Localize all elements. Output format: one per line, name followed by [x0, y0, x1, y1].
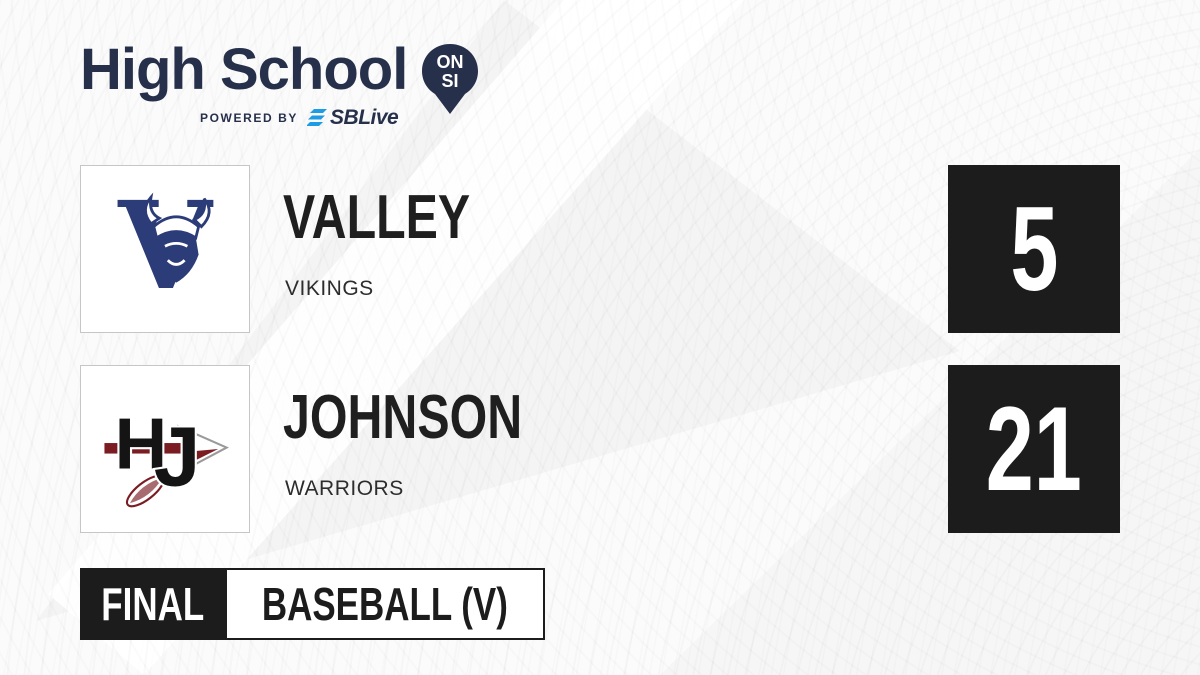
valley-vikings-logo-icon: V: [117, 179, 214, 317]
final-status-label: FINAL: [101, 578, 204, 630]
sblive-logo: SBLive: [307, 106, 399, 130]
powered-by-label: POWERED BY: [200, 111, 299, 125]
valley-score-box: 5: [948, 165, 1120, 333]
onsi-pin-icon: ON SI: [417, 40, 483, 123]
valley-logo-box: V: [80, 165, 250, 333]
team-mascot-warriors: WARRIORS: [285, 477, 404, 500]
pin-text-on: ON: [437, 52, 464, 72]
johnson-warriors-logo-icon: H J: [102, 402, 230, 508]
sblive-bolt-icon: [307, 108, 328, 126]
sblive-wordmark: SBLive: [330, 106, 399, 129]
johnson-score-box: 21: [948, 365, 1120, 533]
high-school-wordmark: High School: [80, 37, 408, 102]
team-row-valley: V VALLEY VIKINGS 5: [0, 165, 1200, 333]
johnson-logo-box: H J: [80, 365, 250, 533]
game-type-label: BASEBALL (V): [261, 578, 509, 630]
powered-by-row: POWERED BY SBLive: [200, 106, 399, 130]
final-status-box: FINAL: [80, 568, 225, 640]
game-type-box: BASEBALL (V): [225, 568, 545, 640]
valley-score: 5: [1009, 182, 1059, 316]
team-name-johnson: JOHNSON: [283, 383, 523, 452]
svg-text:H: H: [115, 404, 168, 485]
team-mascot-vikings: VIKINGS: [285, 277, 374, 300]
game-status-badge: FINAL BASEBALL (V): [80, 568, 545, 640]
pin-text-si: SI: [442, 71, 459, 91]
team-row-johnson: H J JOHNSON WARRIORS 21: [0, 365, 1200, 533]
johnson-score: 21: [985, 382, 1083, 516]
header-logo: High School ON SI: [80, 38, 483, 123]
svg-text:J: J: [154, 409, 201, 503]
team-name-valley: VALLEY: [283, 183, 471, 252]
